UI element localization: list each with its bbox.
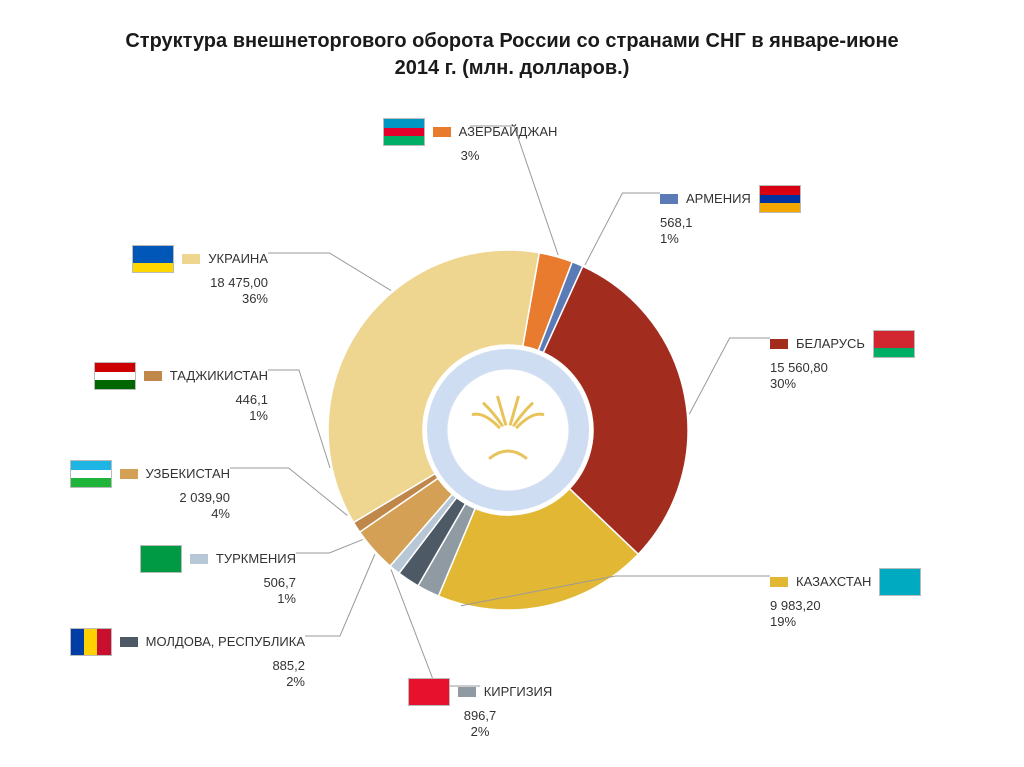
swatch-azerbaijan	[433, 127, 451, 137]
swatch-tajikistan	[144, 371, 162, 381]
label-uzbekistan: УЗБЕКИСТАН 2 039,904%	[50, 460, 230, 523]
flag-tajikistan	[94, 362, 136, 390]
label-values: 446,11%	[88, 392, 268, 425]
country-name: ТУРКМЕНИЯ	[216, 551, 296, 567]
country-name: АРМЕНИЯ	[686, 191, 751, 207]
leader-ukraine	[268, 253, 391, 291]
leader-belarus	[689, 338, 770, 414]
label-values: 2 039,904%	[50, 490, 230, 523]
label-turkmenistan: ТУРКМЕНИЯ 506,71%	[116, 545, 296, 608]
flag-uzbekistan	[70, 460, 112, 488]
label-values: 3%	[390, 148, 550, 164]
label-azerbaijan: АЗЕРБАЙДЖАН3%	[390, 118, 550, 164]
leader-uzbekistan	[230, 468, 347, 515]
label-values: 9 983,2019%	[770, 598, 921, 631]
leader-turkmenistan	[296, 540, 363, 553]
swatch-kyrgyzstan	[458, 687, 476, 697]
label-belarus: БЕЛАРУСЬ 15 560,8030%	[770, 330, 915, 393]
label-tajikistan: ТАДЖИКИСТАН 446,11%	[88, 362, 268, 425]
label-values: 506,71%	[116, 575, 296, 608]
country-name: КИРГИЗИЯ	[484, 684, 553, 700]
country-name: УКРАИНА	[208, 251, 268, 267]
leader-armenia	[585, 193, 660, 265]
label-values: 885,22%	[125, 658, 305, 691]
country-name: АЗЕРБАЙДЖАН	[459, 124, 558, 140]
flag-azerbaijan	[383, 118, 425, 146]
label-ukraine: УКРАИНА 18 475,0036%	[88, 245, 268, 308]
swatch-moldova	[120, 637, 138, 647]
flag-belarus	[873, 330, 915, 358]
label-values: 15 560,8030%	[770, 360, 915, 393]
center-disc	[447, 369, 569, 491]
flag-kyrgyzstan	[408, 678, 450, 706]
swatch-turkmenistan	[190, 554, 208, 564]
label-values: 18 475,0036%	[88, 275, 268, 308]
label-armenia: АРМЕНИЯ 568,11%	[660, 185, 801, 248]
swatch-armenia	[660, 194, 678, 204]
country-name: УЗБЕКИСТАН	[146, 466, 230, 482]
label-values: 568,11%	[660, 215, 801, 248]
swatch-ukraine	[182, 254, 200, 264]
flag-armenia	[759, 185, 801, 213]
label-moldova: МОЛДОВА, РЕСПУБЛИКА 885,22%	[125, 628, 305, 691]
flag-kazakhstan	[879, 568, 921, 596]
label-kyrgyzstan: КИРГИЗИЯ 896,72%	[400, 678, 560, 741]
leader-moldova	[305, 554, 375, 636]
swatch-uzbekistan	[120, 469, 138, 479]
label-kazakhstan: КАЗАХСТАН 9 983,2019%	[770, 568, 921, 631]
flag-moldova	[70, 628, 112, 656]
country-name: КАЗАХСТАН	[796, 574, 871, 590]
label-values: 896,72%	[400, 708, 560, 741]
flag-turkmenistan	[140, 545, 182, 573]
leader-tajikistan	[268, 370, 330, 468]
swatch-kazakhstan	[770, 577, 788, 587]
flag-ukraine	[132, 245, 174, 273]
country-name: МОЛДОВА, РЕСПУБЛИКА	[146, 634, 305, 650]
country-name: БЕЛАРУСЬ	[796, 336, 865, 352]
country-name: ТАДЖИКИСТАН	[170, 368, 268, 384]
swatch-belarus	[770, 339, 788, 349]
